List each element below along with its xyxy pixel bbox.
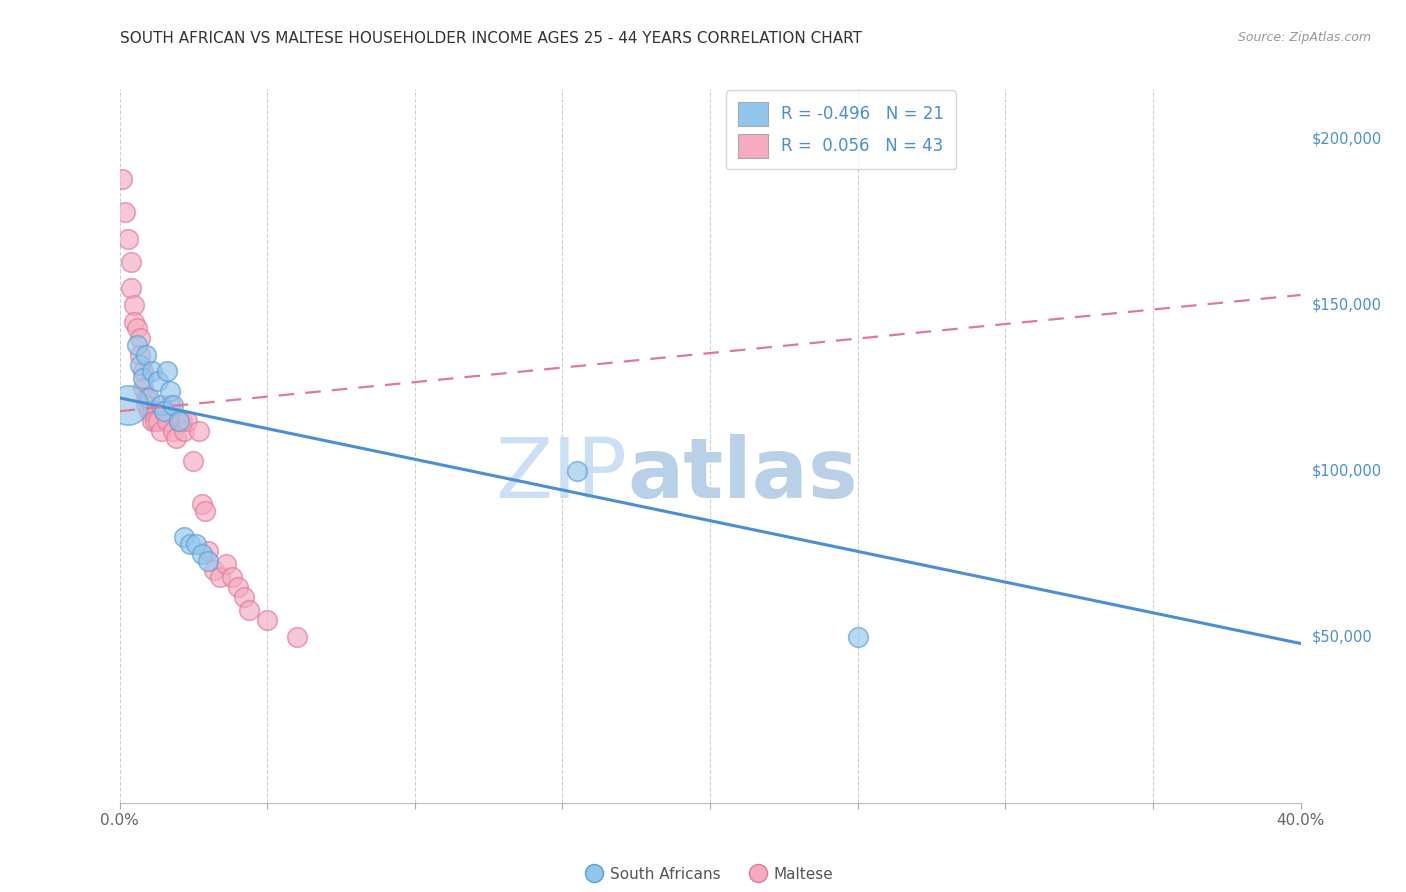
Point (186, 537, 208, 551)
Point (191, 547, 214, 561)
Point (197, 553, 219, 567)
Point (149, 397, 172, 411)
Point (846, 630, 869, 644)
Point (183, 454, 205, 468)
Point (221, 570, 243, 584)
Text: SOUTH AFRICAN VS MALTESE HOUSEHOLDER INCOME AGES 25 - 44 YEARS CORRELATION CHART: SOUTH AFRICAN VS MALTESE HOUSEHOLDER INC… (120, 31, 862, 46)
Point (256, 613, 278, 627)
Point (117, 231, 139, 245)
Point (197, 543, 219, 558)
Point (153, 404, 174, 418)
Point (191, 497, 214, 511)
Point (238, 603, 260, 617)
Point (170, 414, 193, 428)
Point (111, 171, 134, 186)
Point (153, 404, 174, 418)
Point (167, 414, 190, 428)
Text: $200,000: $200,000 (1312, 131, 1382, 146)
Point (159, 384, 181, 399)
Point (173, 424, 195, 438)
Point (165, 431, 187, 445)
Point (141, 364, 163, 378)
Point (162, 424, 184, 438)
Point (194, 504, 217, 518)
Point (167, 414, 190, 428)
Point (162, 397, 184, 411)
Point (135, 391, 157, 405)
Point (232, 590, 254, 604)
Point (156, 414, 179, 428)
Point (124, 298, 146, 312)
Text: Source: ZipAtlas.com: Source: ZipAtlas.com (1237, 31, 1371, 45)
Text: $100,000: $100,000 (1312, 463, 1382, 478)
Point (215, 557, 238, 571)
Point (138, 404, 160, 418)
Point (188, 424, 211, 438)
Point (173, 530, 195, 544)
Point (141, 414, 163, 428)
Text: ZIP: ZIP (495, 434, 627, 515)
Point (159, 397, 181, 411)
Text: $50,000: $50,000 (1312, 630, 1372, 644)
Point (138, 391, 160, 405)
Point (127, 321, 149, 335)
Point (202, 564, 225, 578)
Point (117, 397, 139, 411)
Point (208, 570, 231, 584)
Point (285, 630, 308, 644)
Point (146, 374, 169, 388)
Point (135, 348, 157, 362)
Point (129, 358, 152, 372)
Legend: South Africans, Maltese: South Africans, Maltese (581, 861, 839, 888)
Point (146, 414, 169, 428)
Point (143, 414, 166, 428)
Point (132, 381, 155, 395)
Point (127, 338, 149, 352)
Point (156, 364, 179, 378)
Point (565, 464, 589, 478)
Point (141, 404, 163, 418)
Point (124, 314, 146, 328)
Point (179, 537, 201, 551)
Point (226, 580, 249, 594)
Point (135, 397, 157, 411)
Point (120, 254, 142, 268)
Text: atlas: atlas (627, 434, 858, 515)
Point (129, 348, 152, 362)
Point (176, 414, 198, 428)
Text: $150,000: $150,000 (1312, 297, 1382, 312)
Point (129, 331, 152, 345)
Point (149, 424, 172, 438)
Point (132, 364, 155, 378)
Point (132, 371, 155, 385)
Point (120, 281, 142, 295)
Point (114, 205, 136, 219)
